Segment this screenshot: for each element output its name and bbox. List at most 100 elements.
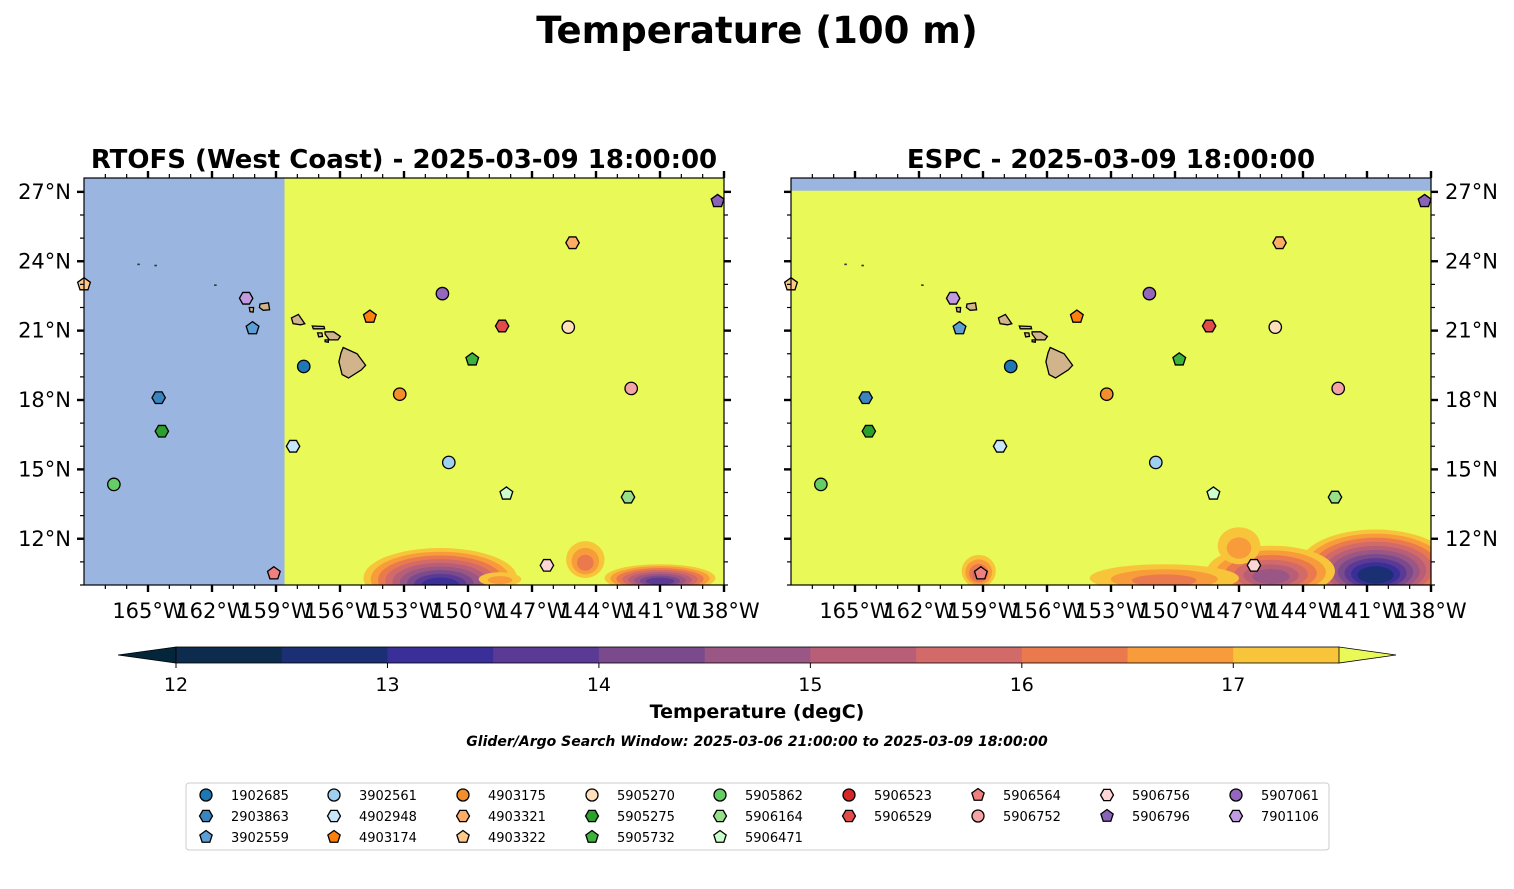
x-tick-label: 144°W bbox=[560, 599, 632, 623]
y-tick-label: 24°N bbox=[18, 249, 71, 273]
y-axis-labels: 12°N 15°N 18°N 21°N 24°N 27°N bbox=[1445, 180, 1498, 551]
colorbar-tick-label: 13 bbox=[375, 674, 399, 696]
float-marker-4902948 bbox=[992, 439, 1008, 453]
legend-marker bbox=[585, 788, 599, 802]
island-kahoolawe bbox=[324, 339, 329, 343]
legend-item-5905270: 5905270 bbox=[585, 788, 675, 804]
temperature-field bbox=[791, 178, 1431, 585]
legend-label: 3902559 bbox=[231, 831, 289, 846]
x-tick-label: 141°W bbox=[624, 599, 696, 623]
contour-band bbox=[1131, 574, 1197, 585]
float-marker-5907061 bbox=[435, 286, 450, 301]
panel-title: ESPC - 2025-03-09 18:00:00 bbox=[907, 145, 1315, 175]
float-marker-5906164 bbox=[1327, 490, 1343, 504]
panel-title: RTOFS (West Coast) - 2025-03-09 18:00:00 bbox=[91, 145, 717, 175]
y-axis-labels: 12°N 15°N 18°N 21°N 24°N 27°N bbox=[18, 180, 71, 551]
x-tick-label: 150°W bbox=[432, 599, 504, 623]
y-tick-label: 24°N bbox=[1445, 249, 1498, 273]
x-tick-label: 153°W bbox=[1075, 599, 1147, 623]
float-marker-5905862 bbox=[107, 477, 121, 492]
legend-item-2903863: 2903863 bbox=[198, 809, 289, 825]
colorbar-segment bbox=[704, 647, 811, 663]
island-molokai bbox=[1018, 325, 1033, 330]
y-tick-label: 12°N bbox=[1445, 527, 1498, 551]
colorbar-segment bbox=[810, 647, 917, 663]
y-tick-label: 12°N bbox=[18, 527, 71, 551]
y-tick-label: 21°N bbox=[18, 319, 71, 343]
legend-item-4903321: 4903321 bbox=[455, 809, 546, 825]
colorbar-tick-label: 16 bbox=[1010, 674, 1034, 696]
no-data-region bbox=[84, 178, 285, 585]
float-marker-2903863 bbox=[151, 391, 167, 405]
colorbar: 12 13 14 15 16 17 bbox=[117, 646, 1397, 696]
cool-water-patch bbox=[1207, 545, 1335, 585]
float-marker-4902948 bbox=[285, 439, 301, 453]
map-panel-2: 165°W162°W159°W156°W153°W150°W147°W144°W… bbox=[783, 145, 1498, 623]
legend-marker bbox=[198, 809, 214, 823]
legend-marker bbox=[584, 809, 600, 823]
float-marker-5906471 bbox=[499, 486, 514, 500]
float-marker-4903321 bbox=[565, 236, 580, 250]
float-marker-7901106 bbox=[945, 291, 961, 305]
island-hawaii bbox=[338, 346, 367, 379]
legend-item-5907061: 5907061 bbox=[1229, 788, 1319, 804]
y-tick-label: 21°N bbox=[1445, 319, 1498, 343]
legend-label: 4903174 bbox=[359, 831, 417, 846]
legend-marker bbox=[971, 809, 985, 823]
float-marker-4903321 bbox=[1272, 236, 1287, 250]
legend-item-3902561: 3902561 bbox=[327, 788, 417, 804]
cool-water-patch bbox=[478, 572, 522, 585]
x-tick-label: 159°W bbox=[947, 599, 1019, 623]
y-tick-label: 18°N bbox=[18, 388, 71, 412]
float-marker-3902559 bbox=[245, 320, 260, 335]
legend-item-5906164: 5906164 bbox=[712, 809, 803, 825]
island-hawaii bbox=[1045, 346, 1074, 379]
legend-item-5906756: 5906756 bbox=[1099, 788, 1190, 804]
colorbar-tick-label: 15 bbox=[798, 674, 822, 696]
legend-item-5906529: 5906529 bbox=[841, 809, 932, 825]
float-markers bbox=[783, 193, 1432, 580]
float-marker-7901106 bbox=[238, 291, 254, 305]
float-marker-5906752 bbox=[1331, 381, 1346, 396]
float-marker-5906564 bbox=[973, 565, 988, 580]
colorbar-label: Temperature (degC) bbox=[650, 701, 865, 723]
colorbar-min-extend bbox=[117, 646, 177, 664]
x-tick-label: 144°W bbox=[1267, 599, 1339, 623]
islet bbox=[154, 264, 157, 267]
float-marker-5905732 bbox=[465, 352, 480, 366]
float-marker-5906529 bbox=[494, 319, 510, 333]
colorbar-segment bbox=[1021, 647, 1129, 663]
float-marker-5906471 bbox=[1206, 486, 1221, 500]
legend-item-5906471: 5906471 bbox=[713, 829, 803, 846]
island-maui bbox=[1031, 331, 1049, 341]
legend-marker bbox=[327, 829, 341, 843]
island-lanai bbox=[1023, 332, 1031, 338]
island-maui bbox=[324, 331, 342, 341]
legend-marker bbox=[326, 809, 342, 823]
colorbar-tick-label: 17 bbox=[1221, 674, 1245, 696]
temperature-field bbox=[84, 178, 724, 585]
float-marker-5906564 bbox=[266, 565, 281, 580]
float-markers bbox=[76, 193, 725, 580]
x-tick-label: 138°W bbox=[688, 599, 760, 623]
legend-label: 3902561 bbox=[359, 789, 417, 804]
x-tick-label: 141°W bbox=[1331, 599, 1403, 623]
legend-item-5905732: 5905732 bbox=[585, 829, 675, 846]
contour-band bbox=[421, 577, 460, 585]
island-kahoolawe bbox=[1031, 339, 1036, 343]
cool-water-patch bbox=[363, 548, 518, 585]
colorbar-frame bbox=[175, 646, 1340, 664]
legend-label: 5906752 bbox=[1003, 810, 1061, 825]
contour-band bbox=[1226, 537, 1252, 559]
legend-marker bbox=[455, 809, 471, 823]
map-panels: 165°W162°W159°W156°W153°W150°W147°W144°W… bbox=[18, 145, 1498, 623]
colorbar-segment bbox=[176, 647, 283, 663]
colorbar-segment bbox=[1233, 647, 1340, 663]
map-panel-1: 165°W162°W159°W156°W153°W150°W147°W144°W… bbox=[18, 145, 760, 623]
island-oahu bbox=[290, 313, 306, 326]
float-marker-5907061 bbox=[1142, 286, 1157, 301]
figure-title: Temperature (100 m) bbox=[536, 9, 978, 52]
legend-label: 5906796 bbox=[1132, 810, 1190, 825]
legend-item-4902948: 4902948 bbox=[326, 809, 417, 825]
y-tick-label: 27°N bbox=[18, 180, 71, 204]
